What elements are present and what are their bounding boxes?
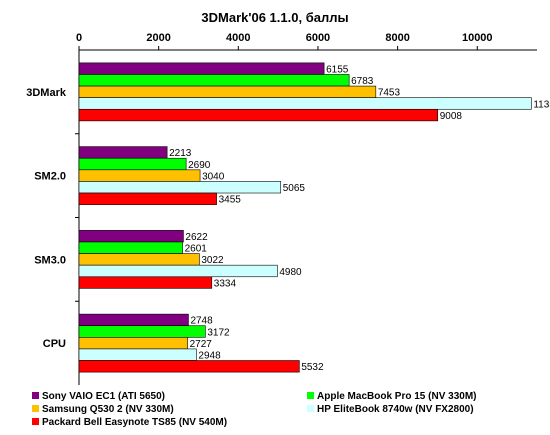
x-tick-label: 6000 <box>306 32 330 44</box>
data-label: 2213 <box>169 148 192 159</box>
data-label: 6783 <box>351 76 374 87</box>
legend-label: Packard Bell Easynote TS85 (NV 540M) <box>42 417 227 428</box>
bar <box>78 157 187 171</box>
legend-swatch <box>307 405 314 412</box>
data-label: 3022 <box>201 255 224 266</box>
data-label: 2690 <box>188 160 211 171</box>
data-label: 6155 <box>326 64 349 75</box>
legend-swatch <box>307 392 314 399</box>
bar <box>78 97 532 110</box>
bar <box>78 337 188 350</box>
bar <box>78 146 168 159</box>
legend: Sony VAIO EC1 (ATI 5650) Apple MacBook Pr… <box>32 391 476 428</box>
bar <box>78 230 184 243</box>
category-label: SM3.0 <box>34 254 66 266</box>
data-label: 4980 <box>279 267 302 278</box>
chart-title: 3DMark'06 1.1.0, баллы <box>201 10 348 25</box>
legend-label: Apple MacBook Pro 15 (NV 330M) <box>317 391 476 402</box>
bar <box>78 348 197 361</box>
legend-swatch <box>32 405 39 412</box>
data-label: 3455 <box>219 195 242 206</box>
category-label: CPU <box>43 338 66 350</box>
bar <box>78 192 217 205</box>
category-label: SM2.0 <box>34 171 66 183</box>
x-tick-label: 0 <box>76 32 82 44</box>
bar <box>78 169 201 182</box>
category-label: 3DMark <box>26 87 67 99</box>
legend-swatch <box>32 392 39 399</box>
data-label: 5065 <box>283 183 306 194</box>
bar <box>78 325 206 338</box>
x-tick-label: 10000 <box>462 32 493 44</box>
bar <box>78 360 300 373</box>
bar <box>78 313 189 327</box>
bar <box>78 241 183 254</box>
data-label: 3172 <box>207 327 230 338</box>
data-label: 2601 <box>185 244 208 255</box>
data-label: 2622 <box>185 232 208 243</box>
data-label: 3040 <box>202 171 225 182</box>
bar <box>78 253 200 266</box>
x-axis: 0 2000 4000 6000 8000 10000 <box>75 32 537 385</box>
data-label: 2748 <box>190 316 213 327</box>
data-label: 9008 <box>440 111 463 122</box>
bar <box>78 276 213 289</box>
bar <box>78 62 325 75</box>
category-labels-group: 3DMark SM2.0 SM3.0 CPU <box>26 87 67 350</box>
bar <box>78 108 439 122</box>
data-label: 11358 <box>533 99 550 110</box>
legend-label: Sony VAIO EC1 (ATI 5650) <box>42 391 165 402</box>
data-label: 2727 <box>190 339 213 350</box>
bar <box>78 181 282 194</box>
data-label: 3334 <box>214 278 237 289</box>
x-tick-label: 8000 <box>385 32 409 44</box>
data-label: 5532 <box>301 362 324 373</box>
data-label: 7453 <box>378 88 401 99</box>
bar <box>78 85 377 98</box>
legend-swatch <box>32 418 39 425</box>
legend-label: Samsung Q530 2 (NV 330M) <box>42 404 174 415</box>
bar <box>78 264 278 278</box>
data-label: 2948 <box>198 351 221 362</box>
bars-group <box>78 62 532 373</box>
x-tick-label: 4000 <box>226 32 250 44</box>
x-tick-label: 2000 <box>146 32 170 44</box>
legend-label: HP EliteBook 8740w (NV FX2800) <box>317 404 474 415</box>
bar <box>78 74 350 87</box>
